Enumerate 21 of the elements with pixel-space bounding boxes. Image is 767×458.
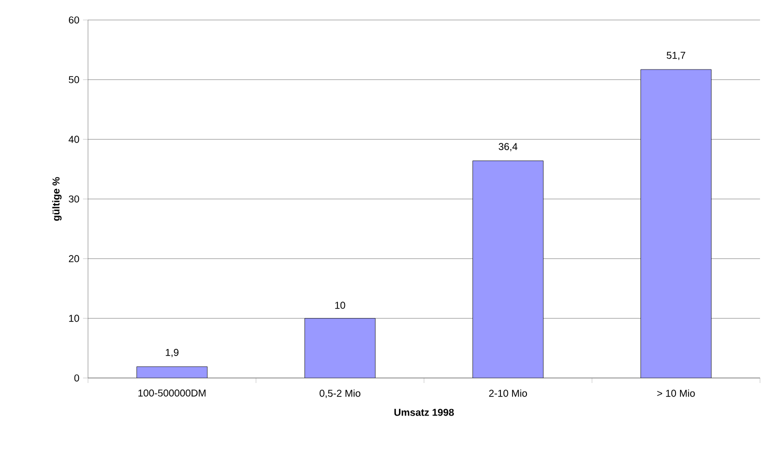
y-tick-label: 50 bbox=[68, 76, 80, 84]
x-axis-title: Umsatz 1998 bbox=[394, 408, 454, 416]
y-tick-label: 30 bbox=[68, 195, 80, 203]
y-tick-label: 60 bbox=[68, 16, 80, 24]
bar bbox=[472, 160, 544, 378]
data-label: 36,4 bbox=[498, 143, 518, 152]
bar bbox=[640, 69, 712, 378]
x-tick-label: 0,5-2 Mio bbox=[320, 390, 360, 398]
data-label: 51,7 bbox=[666, 52, 686, 60]
y-tick-label: 10 bbox=[69, 314, 80, 322]
y-tick-label: 40 bbox=[68, 136, 80, 143]
x-tick-label: > 10 Mio bbox=[657, 390, 695, 397]
bar bbox=[304, 318, 376, 378]
y-tick-label: 0 bbox=[74, 374, 80, 382]
x-tick-label: 2-10 Mio bbox=[489, 390, 527, 397]
data-label: 10 bbox=[335, 302, 346, 309]
x-tick-label: 100-500000DM bbox=[138, 390, 206, 397]
y-tick-label: 20 bbox=[68, 255, 80, 262]
data-label: 1,9 bbox=[166, 348, 178, 358]
y-axis-title: gültige % bbox=[52, 177, 62, 221]
bar bbox=[136, 366, 208, 378]
